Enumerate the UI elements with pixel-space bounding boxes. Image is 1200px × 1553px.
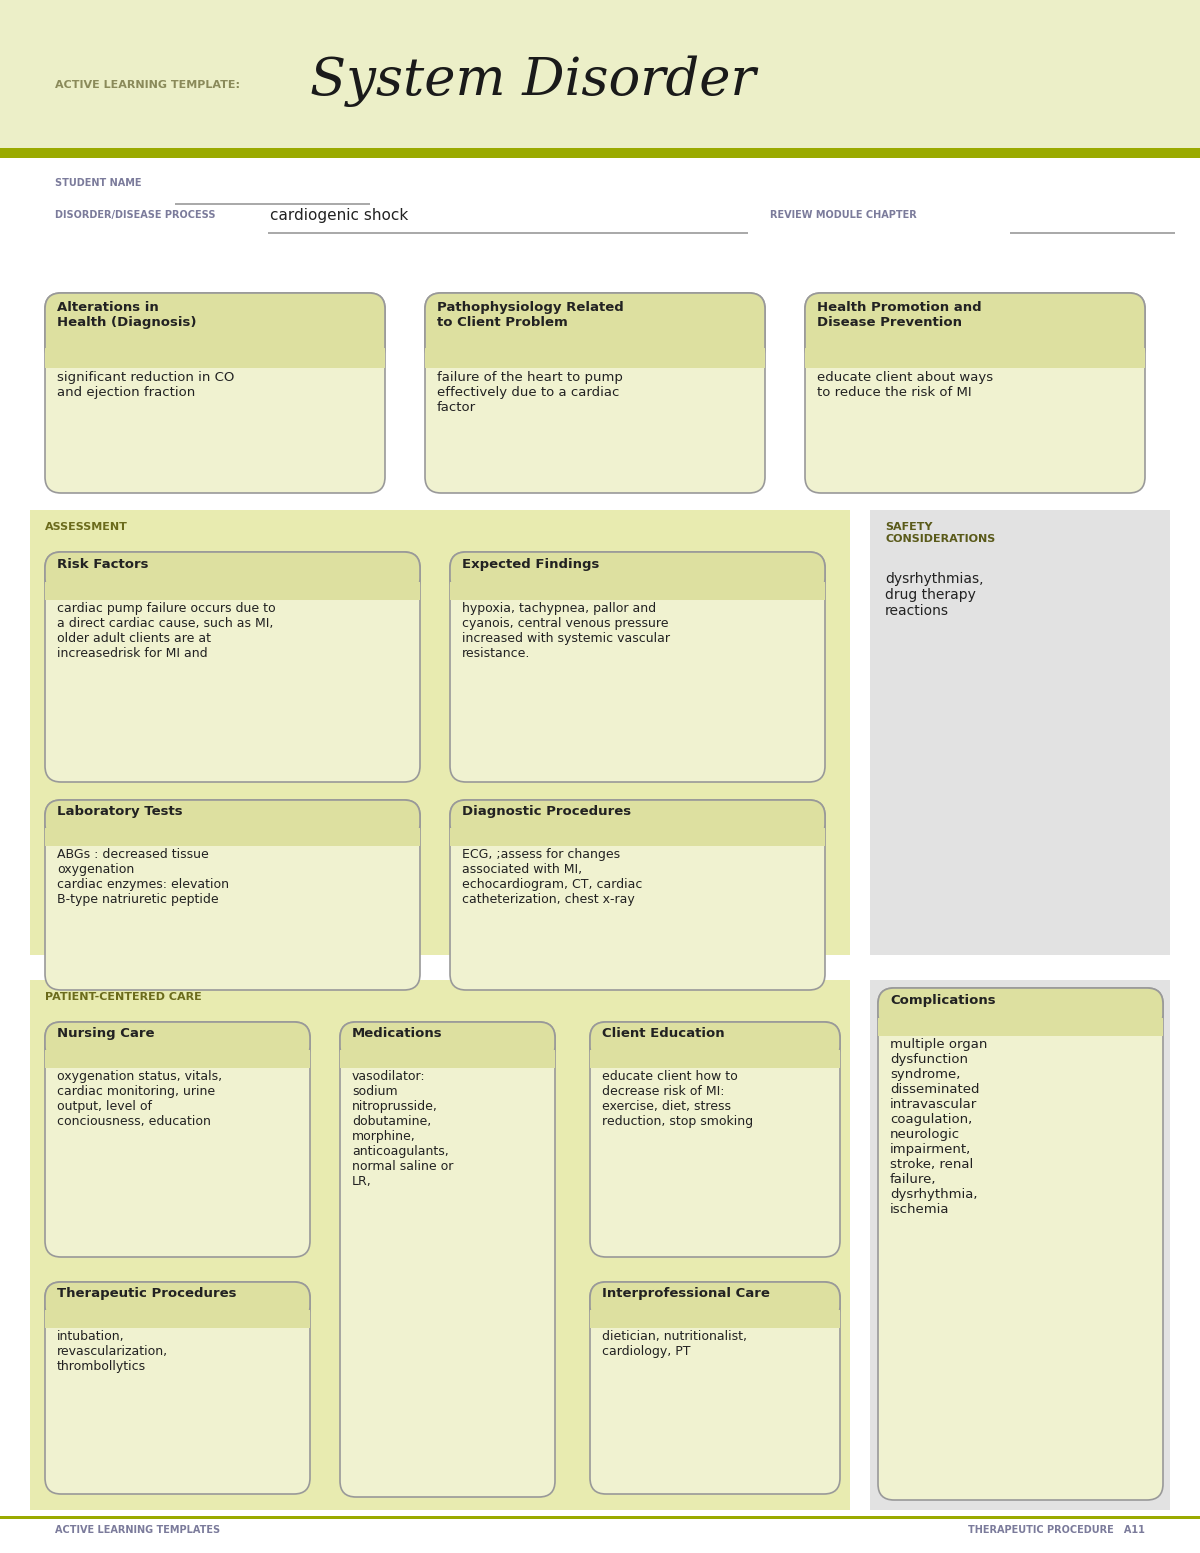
Text: Diagnostic Procedures: Diagnostic Procedures — [462, 804, 631, 818]
Text: educate client how to
decrease risk of MI:
exercise, diet, stress
reduction, sto: educate client how to decrease risk of M… — [602, 1070, 754, 1127]
FancyBboxPatch shape — [46, 1281, 310, 1494]
FancyBboxPatch shape — [46, 1022, 310, 1256]
Text: Laboratory Tests: Laboratory Tests — [58, 804, 182, 818]
Text: Nursing Care: Nursing Care — [58, 1027, 155, 1041]
FancyBboxPatch shape — [450, 551, 826, 593]
Bar — [590, 1311, 840, 1328]
Bar — [450, 582, 826, 599]
Bar — [46, 1050, 310, 1068]
FancyBboxPatch shape — [590, 1022, 840, 1062]
FancyBboxPatch shape — [425, 294, 766, 363]
Text: ASSESSMENT: ASSESSMENT — [46, 522, 128, 533]
Text: Risk Factors: Risk Factors — [58, 558, 149, 572]
Text: multiple organ
dysfunction
syndrome,
disseminated
intravascular
coagulation,
neu: multiple organ dysfunction syndrome, dis… — [890, 1037, 988, 1216]
Bar — [46, 348, 385, 368]
FancyBboxPatch shape — [450, 800, 826, 840]
Text: intubation,
revascularization,
thrombollytics: intubation, revascularization, thromboll… — [58, 1329, 168, 1373]
FancyBboxPatch shape — [450, 800, 826, 989]
FancyBboxPatch shape — [46, 294, 385, 363]
Bar — [450, 828, 826, 846]
FancyBboxPatch shape — [878, 988, 1163, 1030]
Text: significant reduction in CO
and ejection fraction: significant reduction in CO and ejection… — [58, 371, 234, 399]
Bar — [175, 203, 370, 205]
Text: Expected Findings: Expected Findings — [462, 558, 599, 572]
Bar — [0, 158, 1200, 294]
Text: cardiogenic shock: cardiogenic shock — [270, 208, 408, 224]
FancyBboxPatch shape — [878, 988, 1163, 1500]
Text: Therapeutic Procedures: Therapeutic Procedures — [58, 1287, 236, 1300]
Text: REVIEW MODULE CHAPTER: REVIEW MODULE CHAPTER — [770, 210, 917, 221]
FancyBboxPatch shape — [590, 1281, 840, 1494]
Bar — [46, 1311, 310, 1328]
Bar — [425, 348, 766, 368]
FancyBboxPatch shape — [46, 800, 420, 840]
Bar — [870, 509, 1170, 955]
Text: Interprofessional Care: Interprofessional Care — [602, 1287, 770, 1300]
Text: THERAPEUTIC PROCEDURE   A11: THERAPEUTIC PROCEDURE A11 — [968, 1525, 1145, 1534]
Bar — [878, 1019, 1163, 1036]
Text: hypoxia, tachypnea, pallor and
cyanois, central venous pressure
increased with s: hypoxia, tachypnea, pallor and cyanois, … — [462, 603, 670, 660]
FancyBboxPatch shape — [46, 551, 420, 593]
FancyBboxPatch shape — [590, 1022, 840, 1256]
Bar — [30, 980, 850, 1510]
Text: PATIENT-CENTERED CARE: PATIENT-CENTERED CARE — [46, 992, 202, 1002]
Bar — [0, 148, 1200, 158]
FancyBboxPatch shape — [340, 1022, 554, 1062]
Text: Complications: Complications — [890, 994, 996, 1006]
FancyBboxPatch shape — [46, 800, 420, 989]
Bar — [0, 0, 1200, 148]
Text: cardiac pump failure occurs due to
a direct cardiac cause, such as MI,
older adu: cardiac pump failure occurs due to a dir… — [58, 603, 276, 660]
Text: ACTIVE LEARNING TEMPLATE:: ACTIVE LEARNING TEMPLATE: — [55, 81, 240, 90]
Text: failure of the heart to pump
effectively due to a cardiac
factor: failure of the heart to pump effectively… — [437, 371, 623, 415]
Text: Pathophysiology Related
to Client Problem: Pathophysiology Related to Client Proble… — [437, 301, 624, 329]
FancyBboxPatch shape — [590, 1281, 840, 1322]
Bar — [340, 1050, 554, 1068]
Text: oxygenation status, vitals,
cardiac monitoring, urine
output, level of
conciousn: oxygenation status, vitals, cardiac moni… — [58, 1070, 222, 1127]
Bar — [1010, 231, 1175, 235]
Bar — [805, 348, 1145, 368]
FancyBboxPatch shape — [340, 1022, 554, 1497]
Text: vasodilator:
sodium
nitroprusside,
dobutamine,
morphine,
anticoagulants,
normal : vasodilator: sodium nitroprusside, dobut… — [352, 1070, 454, 1188]
Bar — [870, 980, 1170, 1510]
Text: Alterations in
Health (Diagnosis): Alterations in Health (Diagnosis) — [58, 301, 197, 329]
Bar — [0, 1516, 1200, 1519]
Bar — [30, 509, 850, 955]
FancyBboxPatch shape — [46, 551, 420, 783]
FancyBboxPatch shape — [46, 1022, 310, 1062]
FancyBboxPatch shape — [425, 294, 766, 492]
Text: ABGs : decreased tissue
oxygenation
cardiac enzymes: elevation
B-type natriureti: ABGs : decreased tissue oxygenation card… — [58, 848, 229, 905]
FancyBboxPatch shape — [46, 294, 385, 492]
Bar — [590, 1050, 840, 1068]
Text: Medications: Medications — [352, 1027, 443, 1041]
Text: educate client about ways
to reduce the risk of MI: educate client about ways to reduce the … — [817, 371, 994, 399]
FancyBboxPatch shape — [805, 294, 1145, 363]
Bar — [46, 582, 420, 599]
Text: Client Education: Client Education — [602, 1027, 725, 1041]
Text: dysrhythmias,
drug therapy
reactions: dysrhythmias, drug therapy reactions — [886, 572, 984, 618]
FancyBboxPatch shape — [46, 1281, 310, 1322]
Text: System Disorder: System Disorder — [310, 54, 756, 107]
Text: ECG, ;assess for changes
associated with MI,
echocardiogram, CT, cardiac
cathete: ECG, ;assess for changes associated with… — [462, 848, 642, 905]
FancyBboxPatch shape — [805, 294, 1145, 492]
Text: DISORDER/DISEASE PROCESS: DISORDER/DISEASE PROCESS — [55, 210, 216, 221]
Text: ACTIVE LEARNING TEMPLATES: ACTIVE LEARNING TEMPLATES — [55, 1525, 220, 1534]
Text: STUDENT NAME: STUDENT NAME — [55, 179, 142, 188]
Text: SAFETY
CONSIDERATIONS: SAFETY CONSIDERATIONS — [886, 522, 995, 544]
Text: dietician, nutritionalist,
cardiology, PT: dietician, nutritionalist, cardiology, P… — [602, 1329, 746, 1357]
Bar — [46, 828, 420, 846]
Text: Health Promotion and
Disease Prevention: Health Promotion and Disease Prevention — [817, 301, 982, 329]
Bar — [268, 231, 748, 235]
FancyBboxPatch shape — [450, 551, 826, 783]
